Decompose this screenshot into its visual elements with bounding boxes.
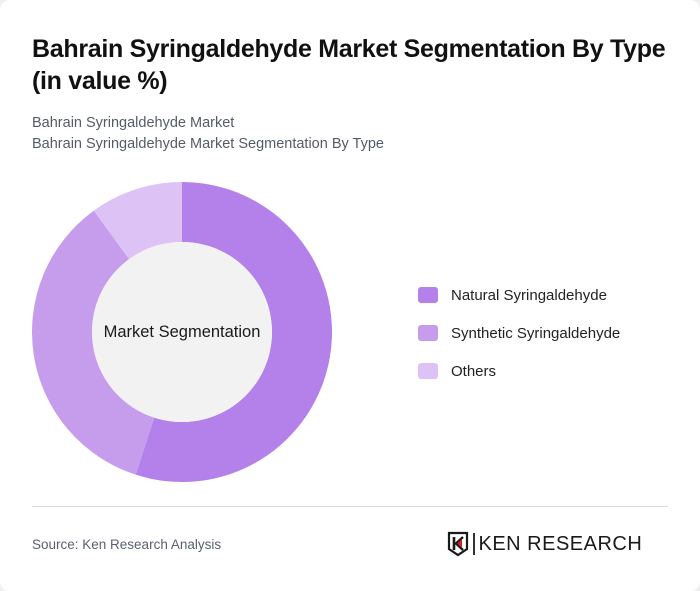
legend-swatch	[418, 287, 438, 303]
legend-swatch	[418, 363, 438, 379]
subtitle-market: Bahrain Syringaldehyde Market	[32, 115, 235, 131]
legend-label: Synthetic Syringaldehyde	[451, 324, 621, 342]
footer-divider	[32, 506, 668, 507]
source-note: Source: Ken Research Analysis	[32, 537, 222, 552]
donut-chart: Market Segmentation	[32, 182, 332, 482]
legend-label: Others	[451, 362, 497, 380]
legend-label: Natural Syringaldehyde	[451, 286, 607, 304]
ken-shield-icon	[447, 531, 469, 557]
ken-research-logo[interactable]: KEN RESEARCH	[447, 530, 642, 558]
donut-hole	[92, 242, 272, 422]
donut-segment-natural-syringaldehyde[interactable]	[135, 182, 332, 482]
legend-item-synthetic[interactable]: Synthetic Syringaldehyde	[418, 320, 620, 346]
logo-text: KEN RESEARCH	[478, 532, 643, 555]
subtitle-segmentation: Bahrain Syringaldehyde Market Segmentati…	[32, 136, 384, 152]
chart-legend: Natural Syringaldehyde Synthetic Syringa…	[418, 282, 620, 396]
donut-svg	[32, 182, 332, 482]
chart-title: Bahrain Syringaldehyde Market Segmentati…	[32, 35, 666, 95]
logo-separator	[473, 533, 475, 555]
legend-item-natural[interactable]: Natural Syringaldehyde	[418, 282, 620, 308]
donut-segment-others[interactable]	[93, 182, 182, 260]
donut-center-label: Market Segmentation	[103, 322, 261, 341]
donut-segment-synthetic-syringaldehyde[interactable]	[32, 210, 155, 475]
chart-subtitle: Bahrain Syringaldehyde Market Bahrain Sy…	[32, 113, 384, 155]
legend-swatch	[418, 325, 438, 341]
legend-item-others[interactable]: Others	[418, 358, 620, 384]
